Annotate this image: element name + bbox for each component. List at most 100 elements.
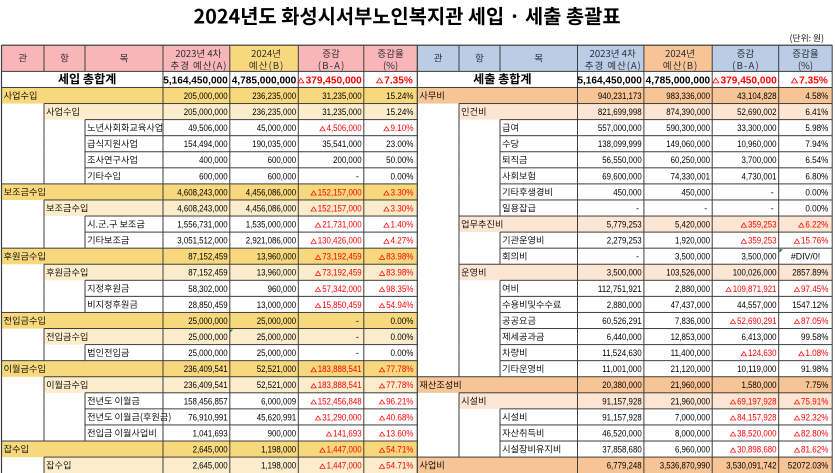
svg-text:50.00%: 50.00% xyxy=(386,155,414,165)
svg-text:46,520,000: 46,520,000 xyxy=(602,428,641,438)
svg-text:98.35%: 98.35% xyxy=(386,284,414,294)
svg-text:25,000,000: 25,000,000 xyxy=(188,316,227,326)
svg-text:49,506,000: 49,506,000 xyxy=(188,123,227,133)
svg-text:52,690,291: 52,690,291 xyxy=(737,316,776,326)
svg-text:69,600,000: 69,600,000 xyxy=(602,171,641,181)
svg-text:-: - xyxy=(636,252,639,262)
svg-text:4,730,001: 4,730,001 xyxy=(742,171,777,181)
svg-text:-: - xyxy=(771,203,774,213)
svg-text:7.94%: 7.94% xyxy=(805,139,828,149)
svg-text:60,526,291: 60,526,291 xyxy=(602,316,641,326)
svg-text:7.35%: 7.35% xyxy=(799,75,828,86)
svg-text:73,192,459: 73,192,459 xyxy=(322,268,361,278)
svg-text:60,250,000: 60,250,000 xyxy=(671,155,710,165)
svg-text:6.54%: 6.54% xyxy=(805,155,828,165)
svg-text:400,000: 400,000 xyxy=(199,155,228,165)
svg-text:3,500,000: 3,500,000 xyxy=(607,268,642,278)
svg-text:5.98%: 5.98% xyxy=(805,123,828,133)
svg-text:20,380,000: 20,380,000 xyxy=(602,380,641,390)
svg-text:1,535,000,000: 1,535,000,000 xyxy=(246,220,296,230)
svg-text:109,871,921: 109,871,921 xyxy=(733,284,777,294)
svg-text:44,557,000: 44,557,000 xyxy=(737,300,776,310)
svg-text:54.71%: 54.71% xyxy=(386,445,414,455)
svg-text:0.00%: 0.00% xyxy=(805,203,828,213)
svg-text:1,447,000: 1,447,000 xyxy=(327,445,362,455)
svg-text:21,960,000: 21,960,000 xyxy=(671,396,710,406)
svg-text:87,152,459: 87,152,459 xyxy=(188,252,227,262)
svg-text:236,235,000: 236,235,000 xyxy=(252,91,296,101)
svg-text:0.00%: 0.00% xyxy=(391,171,414,181)
svg-text:0.00%: 0.00% xyxy=(805,187,828,197)
svg-text:3,530,091,742: 3,530,091,742 xyxy=(726,461,776,471)
svg-text:940,231,173: 940,231,173 xyxy=(598,91,642,101)
svg-text:52072.03%: 52072.03% xyxy=(788,461,829,471)
svg-text:15.76%: 15.76% xyxy=(801,236,829,246)
svg-text:#DIV/0!: #DIV/0! xyxy=(791,252,820,262)
svg-text:3.30%: 3.30% xyxy=(391,203,414,213)
svg-text:3,051,512,000: 3,051,512,000 xyxy=(177,236,227,246)
svg-text:-: - xyxy=(356,332,359,342)
svg-text:2,921,086,000: 2,921,086,000 xyxy=(246,236,296,246)
svg-text:2857.89%: 2857.89% xyxy=(792,268,828,278)
svg-text:21,120,000: 21,120,000 xyxy=(671,364,710,374)
svg-text:87.05%: 87.05% xyxy=(801,316,829,326)
svg-text:138,099,999: 138,099,999 xyxy=(598,139,642,149)
svg-text:821,699,998: 821,699,998 xyxy=(598,107,642,117)
svg-text:52,521,000: 52,521,000 xyxy=(257,364,296,374)
svg-text:1,198,000: 1,198,000 xyxy=(261,445,296,455)
svg-text:74,330,001: 74,330,001 xyxy=(671,171,710,181)
svg-text:96.21%: 96.21% xyxy=(386,396,414,406)
svg-text:1.08%: 1.08% xyxy=(805,348,828,358)
svg-text:7.35%: 7.35% xyxy=(384,75,413,86)
svg-text:4.27%: 4.27% xyxy=(391,236,414,246)
svg-text:54.94%: 54.94% xyxy=(386,300,414,310)
svg-text:4,785,000,000: 4,785,000,000 xyxy=(646,75,711,86)
svg-text:1.40%: 1.40% xyxy=(391,220,414,230)
svg-text:4,785,000,000: 4,785,000,000 xyxy=(232,75,297,86)
svg-text:874,390,000: 874,390,000 xyxy=(666,107,710,117)
svg-text:6,413,000: 6,413,000 xyxy=(742,332,777,342)
svg-text:87,152,459: 87,152,459 xyxy=(188,268,227,278)
svg-text:77.78%: 77.78% xyxy=(386,364,414,374)
svg-text:152,157,000: 152,157,000 xyxy=(318,187,362,197)
svg-text:25,000,000: 25,000,000 xyxy=(257,332,296,342)
svg-text:92.32%: 92.32% xyxy=(801,412,829,422)
svg-text:0.00%: 0.00% xyxy=(391,316,414,326)
svg-text:28,850,459: 28,850,459 xyxy=(188,300,227,310)
svg-text:40.68%: 40.68% xyxy=(386,412,414,422)
svg-text:2,645,000: 2,645,000 xyxy=(193,445,228,455)
svg-text:379,450,000: 379,450,000 xyxy=(306,75,363,86)
svg-text:8,000,000: 8,000,000 xyxy=(675,428,710,438)
svg-text:10,119,000: 10,119,000 xyxy=(737,364,776,374)
svg-text:100,026,000: 100,026,000 xyxy=(733,268,777,278)
svg-text:75.91%: 75.91% xyxy=(801,396,829,406)
svg-text:73,192,459: 73,192,459 xyxy=(322,252,361,262)
svg-text:0.00%: 0.00% xyxy=(391,332,414,342)
svg-text:200,000: 200,000 xyxy=(333,155,362,165)
svg-text:0.00%: 0.00% xyxy=(391,348,414,358)
svg-text:149,060,000: 149,060,000 xyxy=(666,139,710,149)
svg-text:25,000,000: 25,000,000 xyxy=(257,316,296,326)
svg-text:1,580,000: 1,580,000 xyxy=(742,380,777,390)
svg-text:141,693: 141,693 xyxy=(333,428,362,438)
svg-text:99.58%: 99.58% xyxy=(801,332,829,342)
svg-text:11,001,000: 11,001,000 xyxy=(602,364,641,374)
svg-text:21,731,000: 21,731,000 xyxy=(322,220,361,230)
svg-text:183,888,541: 183,888,541 xyxy=(318,364,362,374)
svg-text:2,880,000: 2,880,000 xyxy=(607,300,642,310)
svg-text:91,157,928: 91,157,928 xyxy=(602,412,641,422)
svg-text:33,300,000: 33,300,000 xyxy=(737,123,776,133)
svg-text:13,960,000: 13,960,000 xyxy=(257,268,296,278)
svg-text:31,235,000: 31,235,000 xyxy=(322,107,361,117)
svg-text:6,000,009: 6,000,009 xyxy=(261,396,296,406)
svg-text:-: - xyxy=(771,187,774,197)
svg-text:52,521,000: 52,521,000 xyxy=(257,380,296,390)
svg-text:12,853,000: 12,853,000 xyxy=(671,332,710,342)
svg-text:5,420,000: 5,420,000 xyxy=(675,220,710,230)
svg-text:600,000: 600,000 xyxy=(199,171,228,181)
svg-text:7,836,000: 7,836,000 xyxy=(675,316,710,326)
svg-text:6.41%: 6.41% xyxy=(805,107,828,117)
svg-text:960,000: 960,000 xyxy=(268,284,297,294)
svg-text:7.75%: 7.75% xyxy=(805,380,828,390)
svg-text:4.58%: 4.58% xyxy=(805,91,828,101)
